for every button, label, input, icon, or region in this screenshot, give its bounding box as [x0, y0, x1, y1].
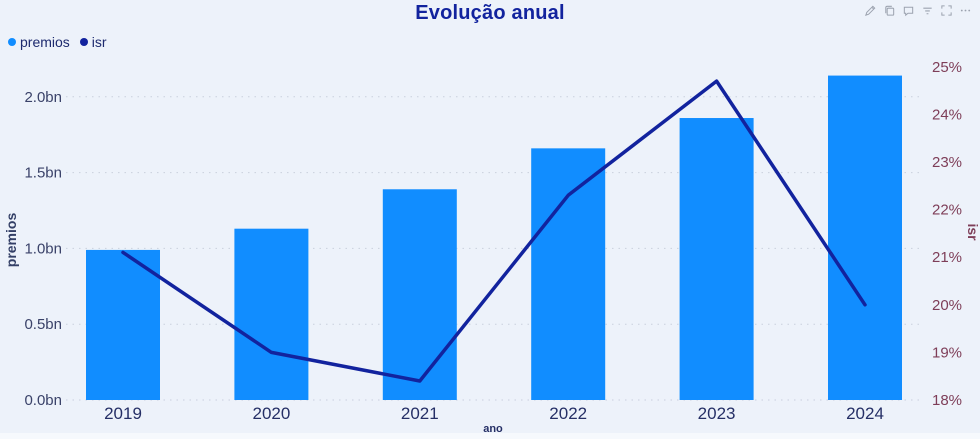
right-axis-tick: 23% — [932, 154, 962, 171]
bar-2020[interactable] — [234, 228, 309, 400]
comment-icon[interactable] — [901, 3, 915, 17]
right-axis-tick: 25% — [932, 59, 962, 76]
right-axis-tick: 22% — [932, 202, 962, 219]
legend-label-isr: isr — [91, 34, 107, 50]
isr-line[interactable] — [121, 79, 867, 383]
x-axis-tick: 2023 — [698, 404, 736, 423]
bar-2024[interactable] — [828, 75, 902, 401]
x-axis-tick: 2022 — [549, 404, 587, 423]
right-axis-tick: 24% — [932, 106, 962, 123]
x-axis-tick: 2021 — [401, 404, 439, 423]
right-axis-title: isr — [965, 223, 980, 241]
chart-title: Evolução anual — [415, 2, 565, 24]
right-axis-tick: 19% — [932, 344, 962, 361]
copy-icon[interactable] — [882, 3, 896, 17]
legend-item-isr[interactable]: isr — [79, 34, 107, 50]
x-axis-tick: 2020 — [252, 404, 290, 423]
x-axis-title: ano — [483, 423, 503, 435]
left-axis-tick: 0.5bn — [24, 316, 62, 333]
left-axis-tick: 1.0bn — [24, 240, 62, 257]
legend-marker-isr — [79, 38, 88, 46]
bottom-margin — [0, 433, 980, 439]
left-axis-tick: 1.5bn — [24, 165, 62, 182]
right-axis-tick: 20% — [932, 297, 962, 314]
filter-icon[interactable] — [920, 3, 934, 17]
left-axis-title: premios — [3, 213, 19, 268]
legend: premios isr — [8, 34, 107, 50]
right-axis-tick: 18% — [932, 392, 962, 409]
focus-mode-icon[interactable] — [939, 3, 953, 17]
x-axis-tick: 2019 — [104, 404, 142, 423]
bar-2022[interactable] — [531, 148, 606, 400]
legend-marker-premios — [8, 38, 16, 46]
legend-item-premios[interactable]: premios — [8, 34, 70, 50]
bar-2019[interactable] — [86, 249, 160, 400]
bar-2023[interactable] — [679, 118, 754, 401]
left-axis-tick: 0.0bn — [24, 392, 62, 409]
more-options-icon[interactable] — [958, 3, 972, 17]
left-axis-tick: 2.0bn — [24, 89, 62, 106]
bar-2021[interactable] — [382, 189, 457, 400]
right-axis-tick: 21% — [932, 249, 962, 266]
edit-icon[interactable] — [863, 3, 877, 17]
x-axis-tick: 2024 — [846, 404, 884, 423]
legend-label-premios: premios — [20, 34, 70, 50]
visual-header-toolbar — [863, 3, 972, 17]
